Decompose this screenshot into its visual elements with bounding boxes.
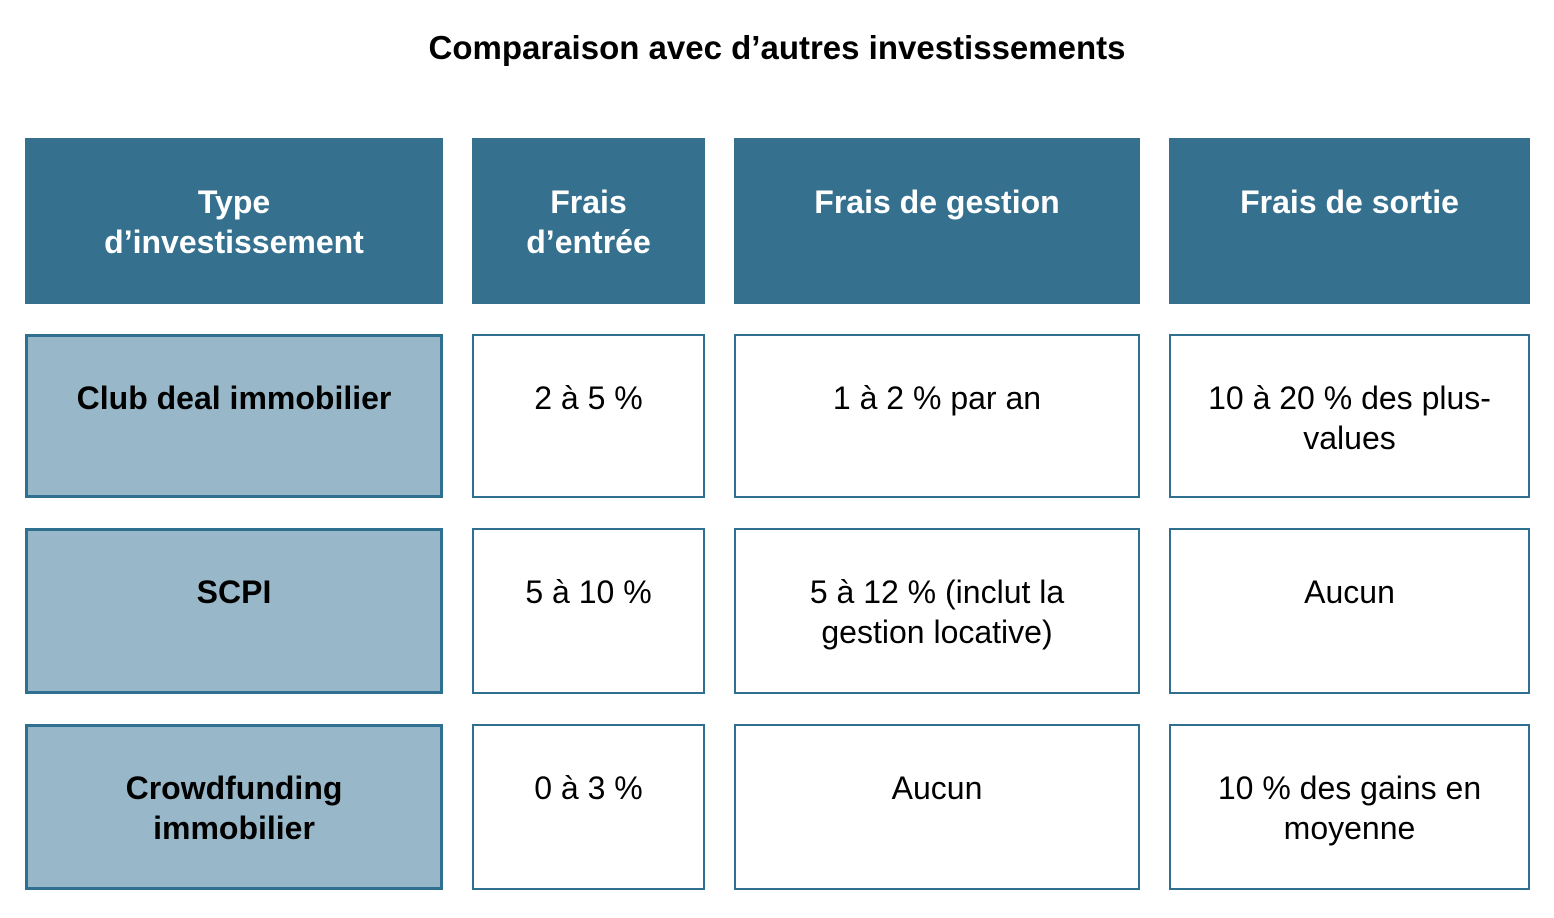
column-header-frais-entree: Frais d’entrée — [472, 138, 705, 304]
cell-club-deal-frais-sortie: 10 à 20 % des plus-values — [1169, 334, 1530, 498]
cell-club-deal-frais-gestion: 1 à 2 % par an — [734, 334, 1140, 498]
cell-crowdfunding-frais-entree: 0 à 3 % — [472, 724, 705, 890]
column-header-type-investissement: Type d’investissement — [25, 138, 443, 304]
cell-scpi-frais-entree: 5 à 10 % — [472, 528, 705, 694]
cell-scpi-frais-gestion: 5 à 12 % (inclut la gestion locative) — [734, 528, 1140, 694]
cell-scpi-frais-sortie: Aucun — [1169, 528, 1530, 694]
cell-crowdfunding-frais-sortie: 10 % des gains en moyenne — [1169, 724, 1530, 890]
comparison-table: Type d’investissement Frais d’entrée Fra… — [25, 138, 1530, 890]
row-label-crowdfunding-immobilier: Crowdfunding immobilier — [25, 724, 443, 890]
cell-crowdfunding-frais-gestion: Aucun — [734, 724, 1140, 890]
page-title: Comparaison avec d’autres investissement… — [428, 29, 1126, 66]
column-header-frais-gestion: Frais de gestion — [734, 138, 1140, 304]
column-header-frais-sortie: Frais de sortie — [1169, 138, 1530, 304]
row-label-club-deal-immobilier: Club deal immobilier — [25, 334, 443, 498]
row-label-scpi: SCPI — [25, 528, 443, 694]
cell-club-deal-frais-entree: 2 à 5 % — [472, 334, 705, 498]
